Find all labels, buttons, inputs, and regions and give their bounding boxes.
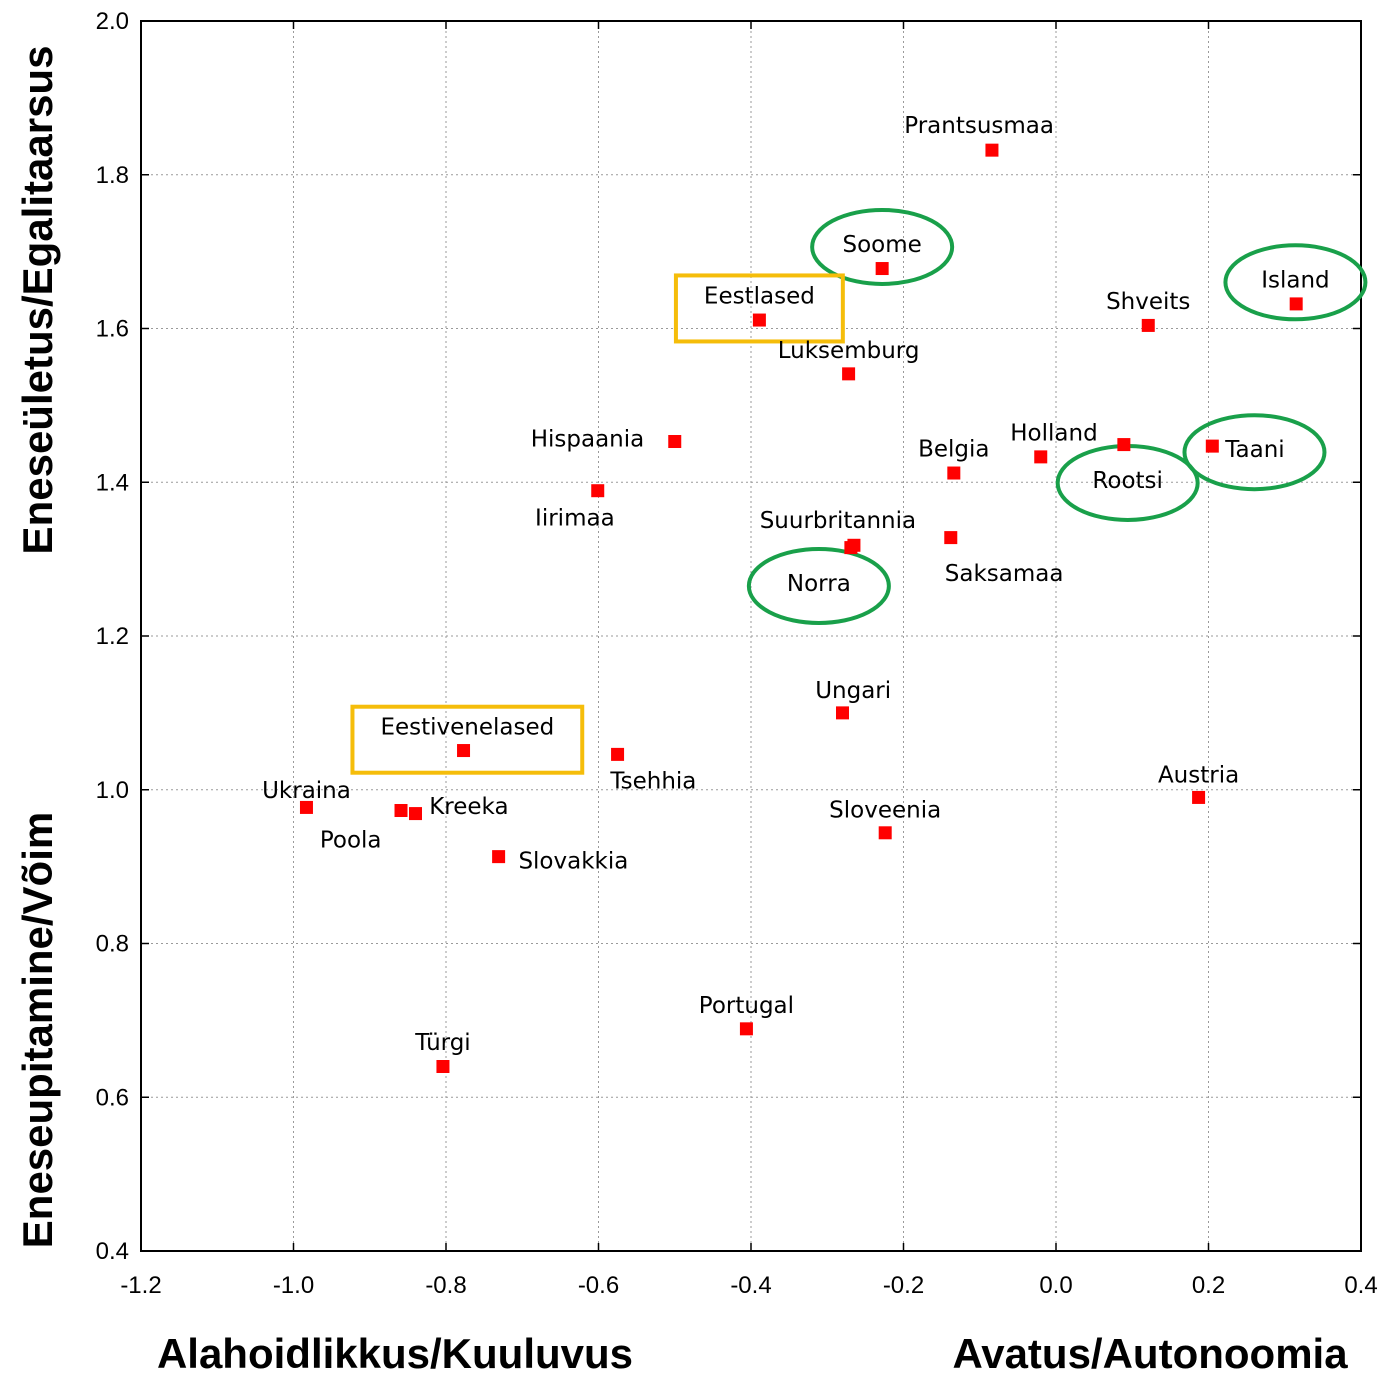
x-tick-label: 0.2 bbox=[1192, 1272, 1225, 1299]
x-tick-label: -1.2 bbox=[120, 1272, 161, 1299]
x-tick-label: -0.2 bbox=[883, 1272, 924, 1299]
data-point bbox=[1034, 450, 1048, 464]
data-point bbox=[878, 826, 892, 840]
x-axis-title-left: Alahoidlikkus/Kuuluvus bbox=[157, 1330, 633, 1377]
highlight-box bbox=[350, 704, 585, 775]
data-points bbox=[299, 143, 1303, 1073]
point-label: Belgia bbox=[918, 436, 989, 462]
point-label: Slovakkia bbox=[518, 848, 628, 874]
axis-ticks: -1.2 -1.0 -0.8 -0.6 -0.4 -0.2 0.0 0.2 0.4 0.4 0.6 0… bbox=[96, 8, 1378, 1299]
data-point bbox=[394, 804, 408, 818]
highlight-ellipse bbox=[810, 207, 955, 286]
point-label: Kreeka bbox=[429, 794, 508, 820]
point-label: Austria bbox=[1158, 762, 1239, 788]
data-point bbox=[1205, 439, 1219, 453]
data-point bbox=[947, 466, 961, 480]
data-point bbox=[752, 313, 766, 327]
point-label: Hispaania bbox=[531, 426, 645, 452]
point-label: Holland bbox=[1010, 420, 1097, 446]
point-label: Suurbritannia bbox=[760, 508, 916, 534]
data-point bbox=[1117, 438, 1131, 452]
point-label: Iirimaa bbox=[535, 506, 615, 532]
point-label: Sloveenia bbox=[829, 798, 941, 824]
y-tick-label: 1.4 bbox=[96, 469, 129, 496]
highlight-ellipse bbox=[746, 546, 891, 625]
point-label: Taani bbox=[1224, 437, 1284, 463]
x-tick-label: -0.6 bbox=[578, 1272, 619, 1299]
x-tick-label: 0.4 bbox=[1344, 1272, 1377, 1299]
x-axis-title-right: Avatus/Autonoomia bbox=[952, 1330, 1348, 1377]
y-tick-label: 2.0 bbox=[96, 8, 129, 35]
data-point bbox=[299, 800, 313, 814]
y-tick-label: 0.4 bbox=[96, 1238, 129, 1265]
point-labels: Prantsusmaa Soome Island Eestlased Shveits Lu… bbox=[262, 113, 1330, 1056]
point-label: Portugal bbox=[699, 993, 794, 1019]
y-tick-label: 0.8 bbox=[96, 931, 129, 958]
data-point bbox=[842, 367, 856, 381]
point-label: Türgi bbox=[414, 1030, 471, 1056]
data-point bbox=[844, 541, 858, 555]
data-point bbox=[591, 484, 605, 498]
data-point bbox=[409, 807, 422, 821]
point-label: Ungari bbox=[815, 678, 891, 704]
point-label: Norra bbox=[787, 571, 851, 597]
y-tick-label: 1.2 bbox=[96, 623, 129, 650]
x-tick-label: -1.0 bbox=[273, 1272, 314, 1299]
y-tick-label: 1.8 bbox=[96, 162, 129, 189]
point-label: Poola bbox=[320, 828, 382, 854]
point-label: Luksemburg bbox=[778, 338, 920, 364]
data-point bbox=[436, 1060, 450, 1073]
highlight-box bbox=[673, 273, 845, 344]
point-label: Island bbox=[1261, 267, 1329, 293]
data-point bbox=[875, 262, 889, 276]
y-tick-label: 1.6 bbox=[96, 316, 129, 343]
point-label: Eestivenelased bbox=[380, 715, 554, 741]
data-point bbox=[457, 744, 471, 758]
data-point bbox=[1289, 297, 1303, 311]
x-tick-label: -0.8 bbox=[425, 1272, 466, 1299]
y-tick-label: 0.6 bbox=[96, 1084, 129, 1111]
data-point bbox=[1192, 790, 1206, 804]
point-label: Soome bbox=[842, 232, 921, 258]
data-point bbox=[492, 850, 506, 864]
point-label: Ukraina bbox=[262, 778, 351, 804]
data-point bbox=[668, 435, 682, 449]
highlight-ellipse bbox=[1182, 413, 1327, 492]
data-point bbox=[739, 1022, 753, 1036]
data-point bbox=[985, 143, 999, 157]
x-tick-label: -0.4 bbox=[730, 1272, 771, 1299]
point-label: Shveits bbox=[1106, 289, 1190, 315]
data-point bbox=[611, 747, 625, 761]
x-tick-label: 0.0 bbox=[1039, 1272, 1072, 1299]
point-label: Tsehhia bbox=[609, 769, 696, 795]
point-label: Prantsusmaa bbox=[904, 113, 1054, 139]
y-axis-title-bottom: Eneseupitamine/Võim bbox=[14, 812, 61, 1248]
grid-lines bbox=[141, 21, 1361, 1251]
data-point bbox=[836, 706, 849, 720]
data-point bbox=[944, 531, 958, 545]
highlight-ellipse bbox=[1223, 243, 1368, 322]
point-label: Saksamaa bbox=[945, 561, 1064, 587]
point-label: Rootsi bbox=[1092, 468, 1162, 494]
data-point bbox=[1141, 318, 1155, 332]
y-tick-label: 1.0 bbox=[96, 777, 129, 804]
point-label: Eestlased bbox=[704, 283, 815, 309]
y-axis-title-top: Eneseületus/Egalitaarsus bbox=[14, 46, 61, 555]
